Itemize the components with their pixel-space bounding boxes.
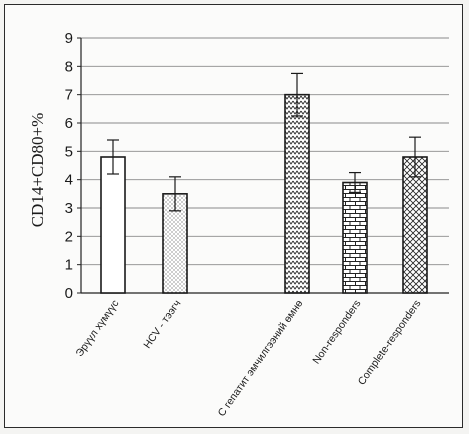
y-tick-label: 3 xyxy=(65,200,73,217)
bar xyxy=(342,181,368,294)
bar xyxy=(100,156,126,294)
y-tick-label: 2 xyxy=(65,228,73,245)
y-axis-title: CD14+CD80+% xyxy=(28,113,47,228)
y-tick-label: 9 xyxy=(65,30,73,47)
chart-frame: 0 1 2 3 4 5 6 7 8 9 Эрүүл хүмүүс HCV - тээгч С гепа… xyxy=(4,4,463,428)
y-tick-label: 0 xyxy=(65,285,73,302)
category-label: Non-responders xyxy=(310,298,363,367)
y-tick-label: 5 xyxy=(65,143,73,160)
x-axis-category-labels: Эрүүл хүмүүс HCV - тээгч С гепатит эмчилгэ… xyxy=(74,298,424,419)
error-bars xyxy=(107,72,421,212)
y-axis-tick-labels: 0 1 2 3 4 5 6 7 8 9 xyxy=(65,30,73,302)
bar xyxy=(402,156,428,294)
category-label: С гепатит эмчилгээний өмнө xyxy=(216,298,306,419)
y-tick-label: 6 xyxy=(65,115,73,132)
gridlines xyxy=(77,37,449,294)
category-label: Эрүүл хүмүүс xyxy=(74,298,122,359)
y-tick-label: 1 xyxy=(65,257,73,274)
bar xyxy=(284,93,310,294)
category-label: HCV - тээгч xyxy=(141,298,183,351)
bars xyxy=(100,93,428,294)
category-label: Complete-responders xyxy=(356,298,424,388)
y-tick-label: 7 xyxy=(65,87,73,104)
y-tick-label: 4 xyxy=(65,172,73,189)
bar-chart: 0 1 2 3 4 5 6 7 8 9 Эрүүл хүмүүс HCV - тээгч С гепа… xyxy=(28,30,449,419)
y-tick-label: 8 xyxy=(65,58,73,75)
